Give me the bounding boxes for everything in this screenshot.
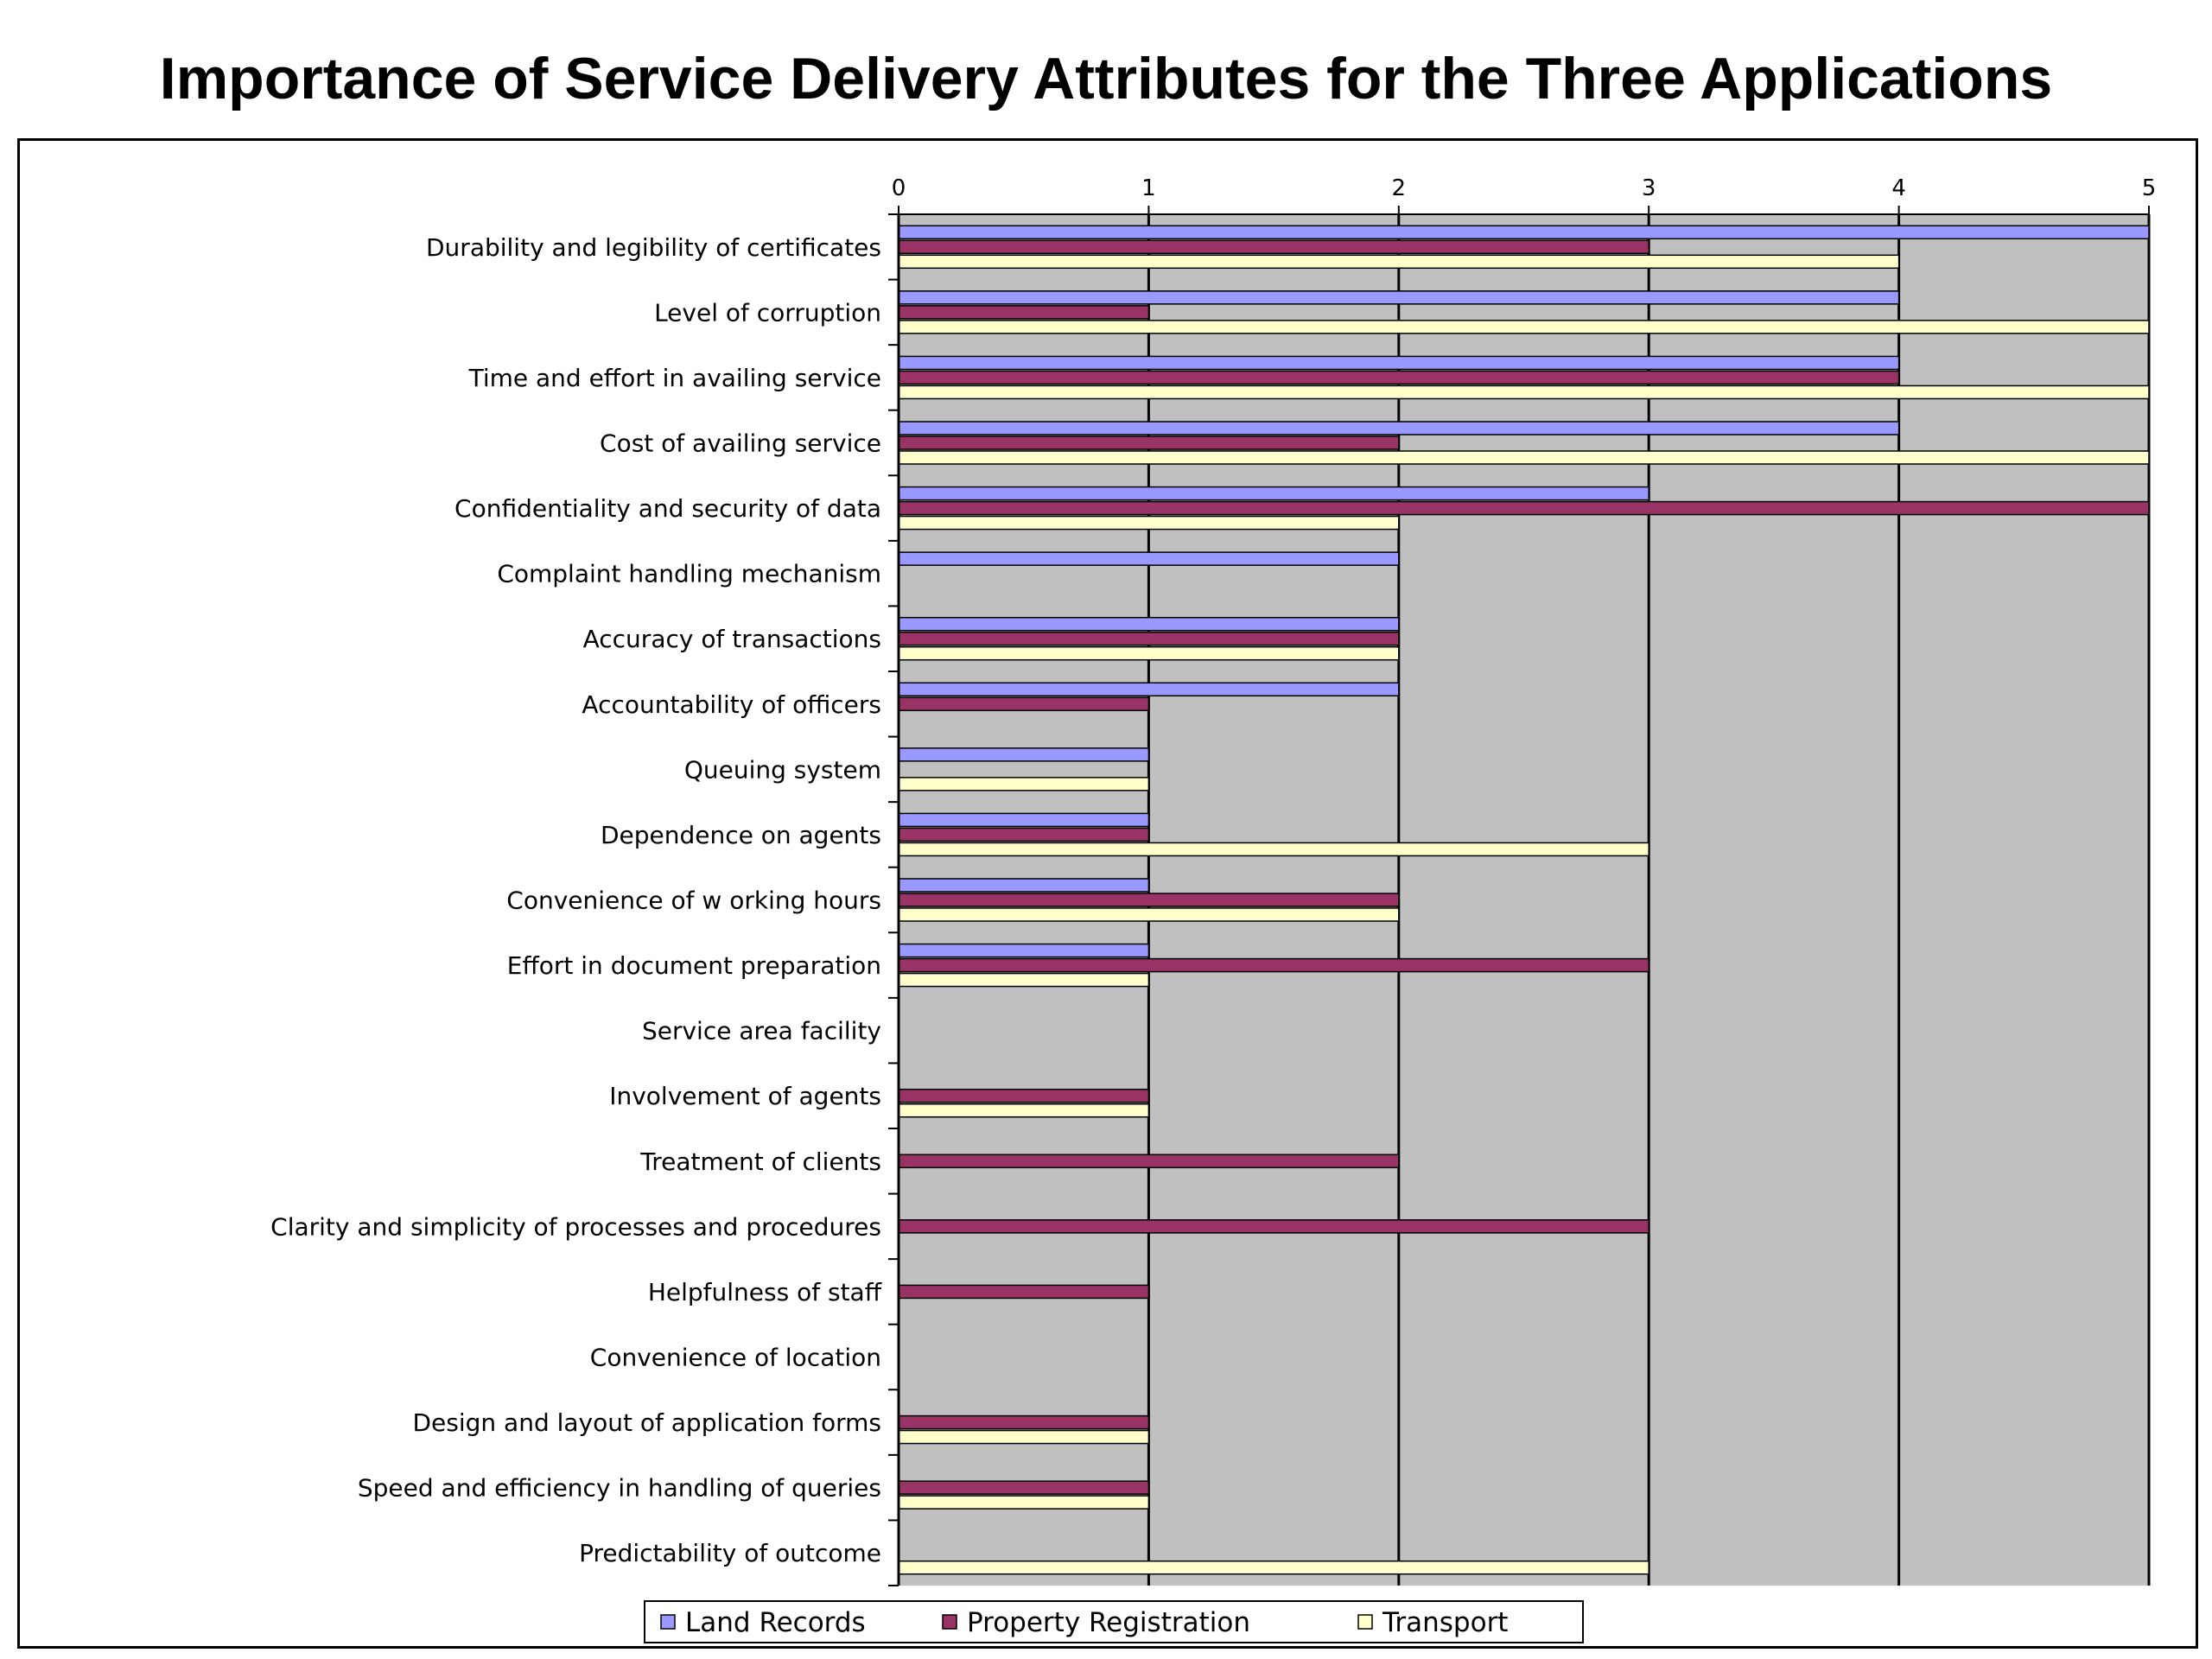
bar (898, 305, 1150, 320)
bar (898, 450, 2150, 465)
category-label: Accountability of officers (582, 690, 881, 719)
bar (898, 957, 1649, 973)
bar (898, 320, 2150, 334)
legend-swatch (1357, 1614, 1373, 1630)
bar (898, 1414, 1150, 1430)
category-label: Convenience of location (590, 1344, 881, 1372)
bar (898, 878, 1150, 893)
bar (898, 696, 1150, 712)
legend-swatch (942, 1614, 957, 1630)
category-label: Involvement of agents (609, 1082, 881, 1110)
category-label: Effort in document preparation (507, 951, 881, 980)
bar (898, 1560, 1649, 1575)
category-label: Clarity and simplicity of processes and … (270, 1212, 881, 1241)
bar (898, 435, 1400, 450)
bar (898, 1154, 1400, 1169)
bar (898, 1088, 1150, 1103)
bar (898, 645, 1400, 661)
chart-frame: 0 1 2 3 4 5 Durability and legibility of cert… (17, 138, 2198, 1649)
bar (898, 486, 1649, 501)
bar (898, 777, 1150, 791)
bar (898, 551, 1400, 566)
legend: Land Records Property Registration Transpo… (644, 1600, 1584, 1643)
bar (898, 254, 1900, 270)
category-label: Convenience of w orking hours (506, 887, 881, 915)
category-label: Queuing system (684, 755, 881, 784)
category-label: Design and layout of application forms (412, 1408, 881, 1437)
category-label: Cost of availing service (600, 429, 881, 458)
bar (898, 893, 1400, 907)
tick-label: 5 (2142, 175, 2157, 201)
category-label: Accuracy of transactions (583, 625, 881, 653)
bar (898, 225, 2150, 240)
bar (898, 747, 1150, 762)
bar (898, 682, 1400, 697)
legend-swatch (660, 1614, 676, 1630)
bar (898, 827, 1150, 842)
category-labels: Durability and legibility of certificate… (270, 233, 882, 1567)
bar (898, 421, 1900, 435)
bar (898, 370, 1900, 385)
bar (898, 1429, 1150, 1445)
category-label: Level of corruption (654, 298, 881, 327)
bar (898, 812, 1150, 828)
bar-chart: 0 1 2 3 4 5 Durability and legibility of cert… (270, 175, 2157, 1643)
bar (898, 1284, 1150, 1300)
category-label: Service area facility (642, 1017, 881, 1046)
legend-label: Transport (1382, 1607, 1508, 1638)
tick-label: 1 (1141, 175, 1156, 201)
bar (898, 500, 2150, 516)
chart-title: Importance of Service Delivery Attribute… (159, 46, 2053, 111)
category-label: Predictability of outcome (579, 1539, 881, 1567)
bar (898, 1219, 1649, 1234)
category-label: Speed and efficiency in handling of quer… (358, 1474, 881, 1503)
tick-labels: 0 1 2 3 4 5 (892, 175, 2157, 201)
bar (898, 290, 1900, 305)
axis (888, 206, 2150, 1586)
tick-label: 3 (1642, 175, 1656, 201)
legend-box (644, 1600, 1584, 1643)
bar (898, 1495, 1150, 1510)
bar (898, 972, 1150, 988)
category-label: Time and effort in availing service (468, 364, 881, 392)
category-label: Confidentiality and security of data (454, 494, 881, 523)
bar (898, 239, 1649, 255)
bar (898, 515, 1400, 531)
bar (898, 385, 2150, 400)
tick-label: 2 (1392, 175, 1407, 201)
bar (898, 631, 1400, 646)
legend-label: Property Registration (967, 1607, 1250, 1638)
bar (898, 943, 1150, 958)
category-label: Helpfulness of staff (648, 1278, 882, 1306)
bar (898, 616, 1400, 632)
category-label: Durability and legibility of certificate… (426, 233, 881, 262)
category-label: Complaint handling mechanism (497, 560, 881, 588)
bar (898, 907, 1400, 922)
category-label: Dependence on agents (601, 821, 881, 849)
bars (898, 225, 2150, 1575)
bar (898, 355, 1900, 371)
legend-label: Land Records (685, 1607, 866, 1638)
category-label: Treatment of clients (639, 1147, 881, 1176)
tick-label: 4 (1891, 175, 1906, 201)
bar (898, 1103, 1150, 1118)
bar (898, 1480, 1150, 1495)
bar (898, 842, 1649, 857)
tick-label: 0 (892, 175, 906, 201)
